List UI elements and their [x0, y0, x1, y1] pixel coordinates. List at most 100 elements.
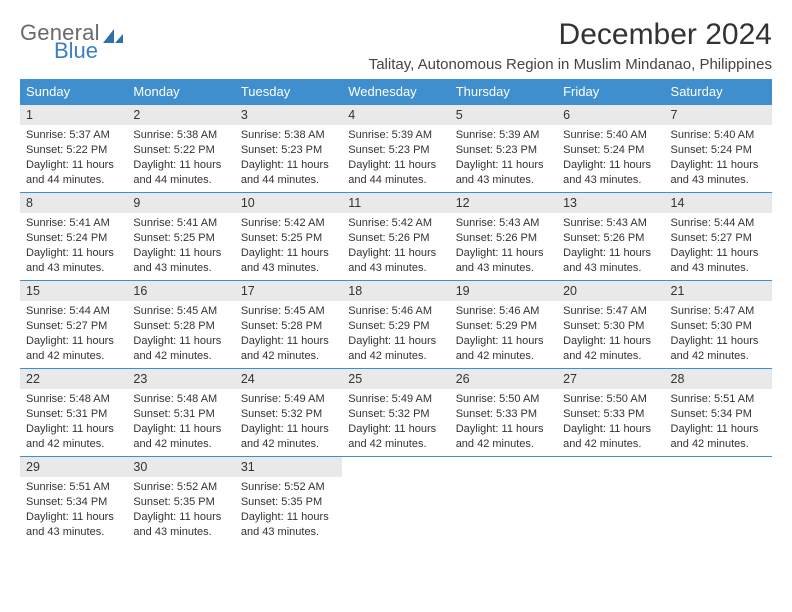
calendar-day-cell: 6Sunrise: 5:40 AMSunset: 5:24 PMDaylight…	[557, 105, 664, 193]
sunrise-text: Sunrise: 5:38 AM	[241, 128, 336, 143]
daylight-line1: Daylight: 11 hours	[241, 422, 336, 437]
sunset-text: Sunset: 5:30 PM	[563, 319, 658, 334]
day-number: 17	[235, 281, 342, 301]
day-number: 3	[235, 105, 342, 125]
calendar-day-cell: 28Sunrise: 5:51 AMSunset: 5:34 PMDayligh…	[665, 369, 772, 457]
calendar-day-cell: 27Sunrise: 5:50 AMSunset: 5:33 PMDayligh…	[557, 369, 664, 457]
day-number: 2	[127, 105, 234, 125]
day-number: 20	[557, 281, 664, 301]
daylight-line1: Daylight: 11 hours	[241, 510, 336, 525]
calendar-week-row: 1Sunrise: 5:37 AMSunset: 5:22 PMDaylight…	[20, 105, 772, 193]
daylight-line2: and 43 minutes.	[26, 261, 121, 276]
sunrise-text: Sunrise: 5:49 AM	[241, 392, 336, 407]
sunset-text: Sunset: 5:24 PM	[671, 143, 766, 158]
day-number: 7	[665, 105, 772, 125]
daylight-line2: and 44 minutes.	[348, 173, 443, 188]
sunset-text: Sunset: 5:23 PM	[456, 143, 551, 158]
sunrise-text: Sunrise: 5:40 AM	[563, 128, 658, 143]
daylight-line1: Daylight: 11 hours	[348, 246, 443, 261]
daylight-line2: and 42 minutes.	[456, 349, 551, 364]
day-details: Sunrise: 5:40 AMSunset: 5:24 PMDaylight:…	[557, 125, 664, 191]
daylight-line2: and 42 minutes.	[348, 349, 443, 364]
day-details: Sunrise: 5:51 AMSunset: 5:34 PMDaylight:…	[665, 389, 772, 455]
calendar-table: Sunday Monday Tuesday Wednesday Thursday…	[20, 79, 772, 545]
calendar-week-row: 15Sunrise: 5:44 AMSunset: 5:27 PMDayligh…	[20, 281, 772, 369]
calendar-day-cell: 29Sunrise: 5:51 AMSunset: 5:34 PMDayligh…	[20, 457, 127, 545]
calendar-day-cell: 1Sunrise: 5:37 AMSunset: 5:22 PMDaylight…	[20, 105, 127, 193]
sunrise-text: Sunrise: 5:48 AM	[26, 392, 121, 407]
daylight-line1: Daylight: 11 hours	[133, 422, 228, 437]
sunset-text: Sunset: 5:25 PM	[133, 231, 228, 246]
sunset-text: Sunset: 5:24 PM	[26, 231, 121, 246]
sunrise-text: Sunrise: 5:38 AM	[133, 128, 228, 143]
page-header: General Blue December 2024 Talitay, Auto…	[20, 18, 772, 73]
daylight-line2: and 42 minutes.	[563, 437, 658, 452]
sunset-text: Sunset: 5:24 PM	[563, 143, 658, 158]
sunset-text: Sunset: 5:29 PM	[456, 319, 551, 334]
day-details: Sunrise: 5:47 AMSunset: 5:30 PMDaylight:…	[665, 301, 772, 367]
calendar-day-cell: 26Sunrise: 5:50 AMSunset: 5:33 PMDayligh…	[450, 369, 557, 457]
day-number: 29	[20, 457, 127, 477]
daylight-line2: and 42 minutes.	[348, 437, 443, 452]
sunrise-text: Sunrise: 5:47 AM	[671, 304, 766, 319]
day-number: 24	[235, 369, 342, 389]
sunset-text: Sunset: 5:32 PM	[241, 407, 336, 422]
day-number: 9	[127, 193, 234, 213]
sunset-text: Sunset: 5:34 PM	[26, 495, 121, 510]
daylight-line1: Daylight: 11 hours	[671, 422, 766, 437]
sunrise-text: Sunrise: 5:37 AM	[26, 128, 121, 143]
calendar-day-cell: 23Sunrise: 5:48 AMSunset: 5:31 PMDayligh…	[127, 369, 234, 457]
sunset-text: Sunset: 5:25 PM	[241, 231, 336, 246]
calendar-day-cell: 25Sunrise: 5:49 AMSunset: 5:32 PMDayligh…	[342, 369, 449, 457]
location-subtitle: Talitay, Autonomous Region in Muslim Min…	[369, 56, 772, 73]
calendar-day-cell: 20Sunrise: 5:47 AMSunset: 5:30 PMDayligh…	[557, 281, 664, 369]
day-number: 11	[342, 193, 449, 213]
sunrise-text: Sunrise: 5:52 AM	[133, 480, 228, 495]
sunrise-text: Sunrise: 5:46 AM	[456, 304, 551, 319]
daylight-line2: and 44 minutes.	[133, 173, 228, 188]
day-number: 1	[20, 105, 127, 125]
sunrise-text: Sunrise: 5:50 AM	[563, 392, 658, 407]
calendar-day-cell	[665, 457, 772, 545]
calendar-day-cell: 5Sunrise: 5:39 AMSunset: 5:23 PMDaylight…	[450, 105, 557, 193]
daylight-line1: Daylight: 11 hours	[671, 334, 766, 349]
daylight-line1: Daylight: 11 hours	[133, 246, 228, 261]
calendar-week-row: 29Sunrise: 5:51 AMSunset: 5:34 PMDayligh…	[20, 457, 772, 545]
sunrise-text: Sunrise: 5:42 AM	[348, 216, 443, 231]
brand-line2: Blue	[54, 40, 125, 62]
day-details: Sunrise: 5:43 AMSunset: 5:26 PMDaylight:…	[450, 213, 557, 279]
weekday-header-row: Sunday Monday Tuesday Wednesday Thursday…	[20, 79, 772, 105]
sunrise-text: Sunrise: 5:50 AM	[456, 392, 551, 407]
day-details: Sunrise: 5:49 AMSunset: 5:32 PMDaylight:…	[235, 389, 342, 455]
sunset-text: Sunset: 5:31 PM	[133, 407, 228, 422]
calendar-day-cell: 12Sunrise: 5:43 AMSunset: 5:26 PMDayligh…	[450, 193, 557, 281]
daylight-line1: Daylight: 11 hours	[133, 158, 228, 173]
day-number: 31	[235, 457, 342, 477]
sunrise-text: Sunrise: 5:43 AM	[563, 216, 658, 231]
day-number: 8	[20, 193, 127, 213]
daylight-line1: Daylight: 11 hours	[348, 422, 443, 437]
sunset-text: Sunset: 5:27 PM	[26, 319, 121, 334]
day-number: 19	[450, 281, 557, 301]
sunset-text: Sunset: 5:26 PM	[456, 231, 551, 246]
daylight-line2: and 43 minutes.	[348, 261, 443, 276]
sunset-text: Sunset: 5:32 PM	[348, 407, 443, 422]
sunset-text: Sunset: 5:22 PM	[133, 143, 228, 158]
month-title: December 2024	[369, 18, 772, 52]
daylight-line1: Daylight: 11 hours	[26, 422, 121, 437]
weekday-header: Thursday	[450, 79, 557, 105]
sunset-text: Sunset: 5:35 PM	[241, 495, 336, 510]
day-details: Sunrise: 5:42 AMSunset: 5:25 PMDaylight:…	[235, 213, 342, 279]
sunset-text: Sunset: 5:22 PM	[26, 143, 121, 158]
calendar-day-cell: 21Sunrise: 5:47 AMSunset: 5:30 PMDayligh…	[665, 281, 772, 369]
day-details: Sunrise: 5:46 AMSunset: 5:29 PMDaylight:…	[342, 301, 449, 367]
calendar-day-cell: 16Sunrise: 5:45 AMSunset: 5:28 PMDayligh…	[127, 281, 234, 369]
daylight-line2: and 44 minutes.	[26, 173, 121, 188]
daylight-line2: and 43 minutes.	[563, 261, 658, 276]
day-details: Sunrise: 5:43 AMSunset: 5:26 PMDaylight:…	[557, 213, 664, 279]
daylight-line2: and 43 minutes.	[671, 173, 766, 188]
day-details: Sunrise: 5:51 AMSunset: 5:34 PMDaylight:…	[20, 477, 127, 543]
calendar-day-cell: 4Sunrise: 5:39 AMSunset: 5:23 PMDaylight…	[342, 105, 449, 193]
daylight-line2: and 43 minutes.	[133, 525, 228, 540]
daylight-line2: and 43 minutes.	[241, 261, 336, 276]
